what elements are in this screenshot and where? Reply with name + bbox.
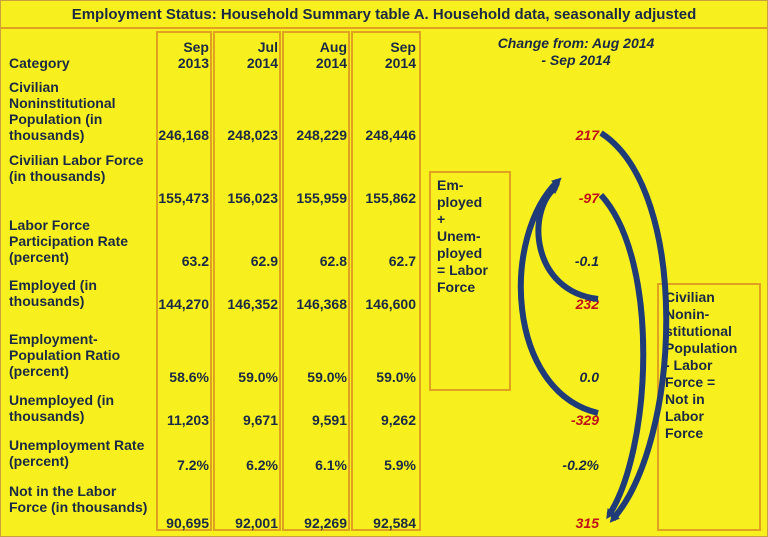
table-cell: 59.0% xyxy=(376,369,416,385)
column-frame-jul-2014 xyxy=(213,31,281,531)
change-value: -97 xyxy=(578,190,599,206)
table-cell: 146,600 xyxy=(365,296,416,312)
table-cell: 9,591 xyxy=(311,412,347,428)
table-cell: 155,473 xyxy=(158,190,209,206)
header-category: Category xyxy=(9,55,70,71)
table-cell: 146,368 xyxy=(296,296,347,312)
row-category: Unemployed (in thousands) xyxy=(9,392,115,424)
table-cell: 62.9 xyxy=(250,253,278,269)
table-cell: 246,168 xyxy=(158,127,209,143)
change-value: -329 xyxy=(570,412,599,428)
change-value: 217 xyxy=(575,127,599,143)
row-category: Civilian Noninstitutional Population (in… xyxy=(9,79,116,143)
table-cell: 9,671 xyxy=(242,412,278,428)
row-category: Civilian Labor Force (in thousands) xyxy=(9,152,144,184)
change-value: -0.1 xyxy=(574,253,599,269)
header-col-sep-2013: Sep 2013 xyxy=(177,39,209,71)
table-cell: 58.6% xyxy=(169,369,209,385)
table-cell: 6.2% xyxy=(246,457,278,473)
table-cell: 156,023 xyxy=(227,190,278,206)
table-cell: 6.1% xyxy=(315,457,347,473)
table-cell: 92,584 xyxy=(373,515,416,531)
table-cell: 146,352 xyxy=(227,296,278,312)
row-category: Employed (in thousands) xyxy=(9,277,97,309)
table-cell: 155,862 xyxy=(365,190,416,206)
change-value: 0.0 xyxy=(579,369,599,385)
change-header-line1: Change from: Aug 2014 xyxy=(497,35,655,51)
table-cell: 92,269 xyxy=(304,515,347,531)
column-frame-sep-2014 xyxy=(351,31,421,531)
labor-force-note: Em- ployed + Unem- ployed = Labor Force xyxy=(429,171,511,391)
change-value: -0.2% xyxy=(562,457,599,473)
arrow-unemployed-to-labor-force xyxy=(517,177,599,416)
table-cell: 90,695 xyxy=(166,515,209,531)
header-col-aug-2014: Aug 2014 xyxy=(315,39,347,71)
table-title: Employment Status: Household Summary tab… xyxy=(1,1,767,29)
table-cell: 7.2% xyxy=(177,457,209,473)
row-category: Not in the Labor Force (in thousands) xyxy=(9,483,148,515)
table-cell: 59.0% xyxy=(238,369,278,385)
column-frame-aug-2014 xyxy=(282,31,350,531)
arrow-employed-to-labor-force xyxy=(535,183,599,302)
table-cell: 248,023 xyxy=(227,127,278,143)
table-cell: 9,262 xyxy=(380,412,416,428)
table-cell: 62.8 xyxy=(319,253,347,269)
arrow-labor-force-to-not-in-labor-force xyxy=(598,192,647,520)
table-cell: 11,203 xyxy=(166,412,209,428)
table-cell: 248,229 xyxy=(296,127,347,143)
not-in-labor-force-note: Civilian Nonin- stitutional Population -… xyxy=(657,283,761,531)
header-col-jul-2014: Jul 2014 xyxy=(246,39,278,71)
table-cell: 5.9% xyxy=(384,457,416,473)
change-header: Change from: Aug 2014 - Sep 2014 xyxy=(461,35,691,69)
change-value: 315 xyxy=(575,515,599,531)
table-cell: 248,446 xyxy=(365,127,416,143)
table-cell: 155,959 xyxy=(296,190,347,206)
table-cell: 144,270 xyxy=(158,296,209,312)
row-category: Employment-Population Ratio (percent) xyxy=(9,331,121,379)
table-cell: 63.2 xyxy=(181,253,209,269)
change-header-line2: - Sep 2014 xyxy=(541,52,611,68)
row-category: Unemployment Rate (percent) xyxy=(9,437,145,469)
row-category: Labor Force Participation Rate (percent) xyxy=(9,217,129,265)
arrow-population-to-not-in-labor-force xyxy=(599,130,670,523)
column-frame-sep-2013 xyxy=(156,31,212,531)
table-cell: 59.0% xyxy=(307,369,347,385)
header-col-sep-2014: Sep 2014 xyxy=(384,39,416,71)
table-cell: 62.7 xyxy=(388,253,416,269)
table-cell: 92,001 xyxy=(235,515,278,531)
